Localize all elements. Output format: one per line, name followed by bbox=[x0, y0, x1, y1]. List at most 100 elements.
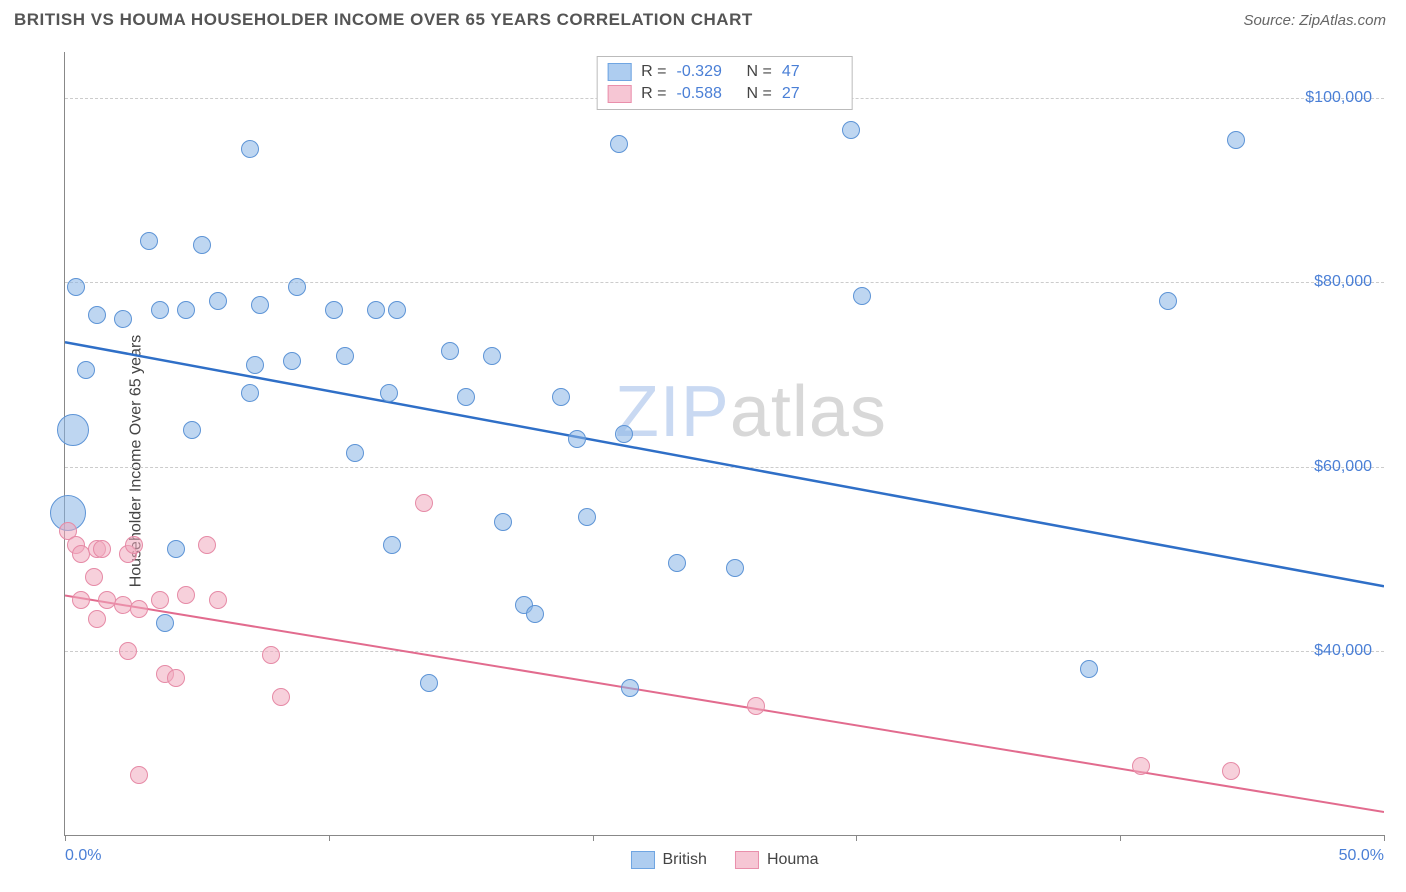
trend-line bbox=[65, 595, 1384, 811]
scatter-point bbox=[420, 674, 438, 692]
legend-n-value: 27 bbox=[782, 85, 842, 103]
scatter-point bbox=[747, 697, 765, 715]
x-tick bbox=[856, 835, 857, 841]
scatter-point bbox=[610, 135, 628, 153]
legend-n-value: 47 bbox=[782, 63, 842, 81]
legend-r-label: R = bbox=[641, 85, 666, 103]
legend-swatch bbox=[735, 851, 759, 869]
scatter-point bbox=[578, 508, 596, 526]
scatter-point bbox=[272, 688, 290, 706]
series-legend: British Houma bbox=[630, 851, 818, 869]
scatter-point bbox=[167, 669, 185, 687]
chart-container: Householder Income Over 65 years ZIPatla… bbox=[14, 44, 1392, 878]
legend-row: R = -0.329 N = 47 bbox=[607, 61, 842, 83]
scatter-point bbox=[77, 361, 95, 379]
scatter-point bbox=[668, 554, 686, 572]
scatter-point bbox=[130, 766, 148, 784]
scatter-point bbox=[367, 301, 385, 319]
y-tick-label: $60,000 bbox=[1314, 458, 1372, 476]
legend-series-label: British bbox=[662, 851, 706, 869]
legend-swatch bbox=[607, 85, 631, 103]
legend-series-label: Houma bbox=[767, 851, 819, 869]
scatter-point bbox=[726, 559, 744, 577]
scatter-point bbox=[177, 301, 195, 319]
x-tick bbox=[329, 835, 330, 841]
scatter-point bbox=[209, 591, 227, 609]
scatter-point bbox=[57, 414, 89, 446]
scatter-point bbox=[209, 292, 227, 310]
trendlines-svg bbox=[65, 52, 1384, 835]
scatter-point bbox=[241, 384, 259, 402]
scatter-point bbox=[526, 605, 544, 623]
legend-r-value: -0.329 bbox=[677, 63, 737, 81]
scatter-point bbox=[156, 614, 174, 632]
x-tick bbox=[593, 835, 594, 841]
scatter-point bbox=[88, 610, 106, 628]
scatter-point bbox=[441, 342, 459, 360]
scatter-point bbox=[621, 679, 639, 697]
legend-swatch bbox=[607, 63, 631, 81]
scatter-point bbox=[325, 301, 343, 319]
scatter-point bbox=[1222, 762, 1240, 780]
y-tick-label: $100,000 bbox=[1305, 89, 1372, 107]
legend-n-label: N = bbox=[747, 63, 772, 81]
scatter-point bbox=[130, 600, 148, 618]
scatter-point bbox=[457, 388, 475, 406]
legend-r-value: -0.588 bbox=[677, 85, 737, 103]
scatter-point bbox=[246, 356, 264, 374]
scatter-point bbox=[140, 232, 158, 250]
legend-swatch bbox=[630, 851, 654, 869]
chart-title: BRITISH VS HOUMA HOUSEHOLDER INCOME OVER… bbox=[14, 10, 753, 30]
scatter-point bbox=[1227, 131, 1245, 149]
scatter-point bbox=[114, 310, 132, 328]
scatter-point bbox=[93, 540, 111, 558]
scatter-point bbox=[380, 384, 398, 402]
scatter-point bbox=[198, 536, 216, 554]
scatter-point bbox=[151, 591, 169, 609]
scatter-point bbox=[346, 444, 364, 462]
scatter-point bbox=[842, 121, 860, 139]
scatter-point bbox=[67, 278, 85, 296]
y-tick-label: $40,000 bbox=[1314, 642, 1372, 660]
scatter-point bbox=[615, 425, 633, 443]
scatter-point bbox=[552, 388, 570, 406]
legend-row: R = -0.588 N = 27 bbox=[607, 83, 842, 105]
scatter-point bbox=[262, 646, 280, 664]
source-attribution: Source: ZipAtlas.com bbox=[1243, 12, 1386, 29]
scatter-point bbox=[193, 236, 211, 254]
legend-n-label: N = bbox=[747, 85, 772, 103]
scatter-point bbox=[1132, 757, 1150, 775]
scatter-point bbox=[336, 347, 354, 365]
scatter-point bbox=[1159, 292, 1177, 310]
correlation-legend: R = -0.329 N = 47 R = -0.588 N = 27 bbox=[596, 56, 853, 110]
scatter-point bbox=[288, 278, 306, 296]
x-tick bbox=[65, 835, 66, 841]
scatter-point bbox=[85, 568, 103, 586]
scatter-point bbox=[151, 301, 169, 319]
x-tick bbox=[1120, 835, 1121, 841]
scatter-point bbox=[167, 540, 185, 558]
plot-area: ZIPatlas $40,000$60,000$80,000$100,0000.… bbox=[64, 52, 1384, 836]
scatter-point bbox=[568, 430, 586, 448]
x-tick-label: 50.0% bbox=[1339, 847, 1384, 865]
legend-item: Houma bbox=[735, 851, 819, 869]
scatter-point bbox=[383, 536, 401, 554]
scatter-point bbox=[177, 586, 195, 604]
legend-r-label: R = bbox=[641, 63, 666, 81]
trend-line bbox=[65, 342, 1384, 586]
x-tick-label: 0.0% bbox=[65, 847, 101, 865]
x-tick bbox=[1384, 835, 1385, 841]
scatter-point bbox=[494, 513, 512, 531]
scatter-point bbox=[241, 140, 259, 158]
scatter-point bbox=[483, 347, 501, 365]
legend-item: British bbox=[630, 851, 706, 869]
scatter-point bbox=[388, 301, 406, 319]
scatter-point bbox=[119, 642, 137, 660]
scatter-point bbox=[1080, 660, 1098, 678]
scatter-point bbox=[251, 296, 269, 314]
scatter-point bbox=[853, 287, 871, 305]
scatter-point bbox=[72, 591, 90, 609]
scatter-point bbox=[88, 306, 106, 324]
watermark: ZIPatlas bbox=[615, 371, 887, 453]
gridline bbox=[65, 282, 1384, 283]
